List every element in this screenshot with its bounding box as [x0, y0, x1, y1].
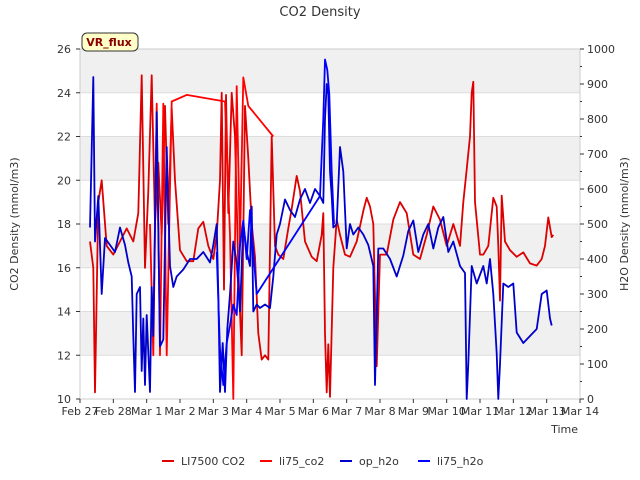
y-left-tick-label: 26 — [57, 43, 71, 56]
y-right-tick-label: 0 — [587, 393, 594, 406]
y-left-tick-label: 24 — [57, 87, 71, 100]
grid-band — [80, 49, 580, 93]
grid-band — [80, 311, 580, 356]
series-line-op-h2o — [89, 76, 553, 400]
x-tick-label: Mar 12 — [494, 405, 532, 418]
y-axis-left-label: CO2 Density (mmol/m3) — [8, 157, 21, 290]
x-tick-label: Mar 1 — [131, 405, 162, 418]
x-tick-label: Mar 7 — [331, 405, 362, 418]
annotation-label: VR_flux — [86, 36, 132, 49]
y-left-tick-label: 16 — [57, 262, 71, 275]
x-tick-label: Feb 27 — [62, 405, 99, 418]
y-right-tick-label: 100 — [587, 358, 608, 371]
y-right-tick-label: 200 — [587, 323, 608, 336]
legend-label-li7500-co2: LI7500 CO2 — [181, 455, 245, 468]
x-axis-label: Time — [550, 423, 578, 436]
y-left-tick-label: 12 — [57, 349, 71, 362]
series-layer — [89, 58, 555, 400]
y-left-tick-label: 20 — [57, 174, 71, 187]
y-right-tick-label: 500 — [587, 218, 608, 231]
x-tick-label: Mar 2 — [164, 405, 195, 418]
legend-label-op-h2o: op_h2o — [359, 455, 399, 468]
y-right-tick-label: 400 — [587, 253, 608, 266]
x-tick-label: Mar 6 — [298, 405, 329, 418]
y-left-tick-label: 14 — [57, 306, 71, 319]
series-line-li75-h2o — [215, 58, 335, 386]
y-axis-right-label: H2O Density (mmol/m3) — [618, 157, 631, 291]
y-right-tick-label: 800 — [587, 113, 608, 126]
grid-band — [80, 224, 580, 268]
y-right-tick-label: 300 — [587, 288, 608, 301]
y-left-tick-label: 10 — [57, 393, 71, 406]
legend: LI7500 CO2 li75_co2 op_h2o li75_h2o — [162, 455, 484, 468]
x-tick-label: Mar 10 — [428, 405, 466, 418]
x-tick-label: Mar 13 — [528, 405, 566, 418]
y-right-tick-label: 1000 — [587, 43, 615, 56]
x-tick-label: Mar 14 — [561, 405, 599, 418]
x-tick-label: Mar 4 — [231, 405, 262, 418]
x-tick-label: Mar 11 — [461, 405, 499, 418]
y-left-tick-label: 18 — [57, 218, 71, 231]
x-tick-label: Mar 5 — [264, 405, 295, 418]
x-tick-label: Mar 3 — [198, 405, 229, 418]
legend-label-li75-co2: li75_co2 — [279, 455, 324, 468]
legend-label-li75-h2o: li75_h2o — [437, 455, 484, 468]
x-tick-label: Mar 9 — [398, 405, 429, 418]
annotation-box-frame — [81, 32, 139, 52]
y-left-tick-label: 22 — [57, 131, 71, 144]
annotation-box: VR_flux — [81, 32, 139, 52]
y-right-tick-label: 700 — [587, 148, 608, 161]
y-right-tick-label: 900 — [587, 78, 608, 91]
x-tick-label: Mar 8 — [364, 405, 395, 418]
x-tick-label: Feb 28 — [95, 405, 132, 418]
y-right-tick-label: 600 — [587, 183, 608, 196]
chart-title: CO2 Density — [279, 5, 360, 20]
